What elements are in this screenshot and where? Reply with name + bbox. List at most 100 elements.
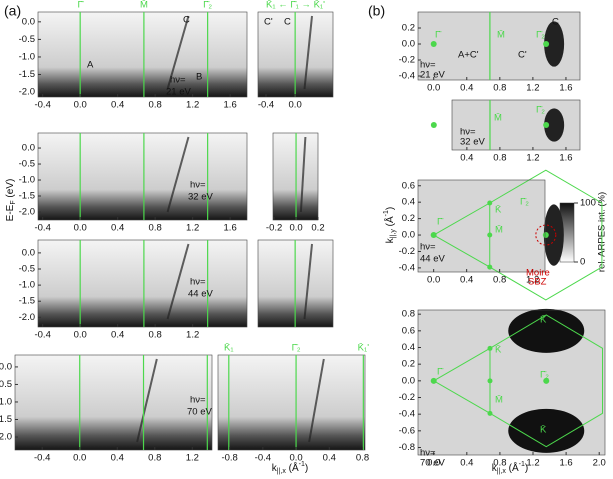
y-tick-label: 0.0 — [22, 247, 35, 258]
label-part: ||,x — [277, 468, 287, 475]
label-part: -1 — [519, 461, 525, 468]
arpes-image — [38, 240, 247, 327]
y-tick-label: 0.6 — [402, 325, 415, 336]
y-tick-label: -0.2 — [399, 246, 415, 257]
point — [430, 122, 437, 128]
x-tick-label: 0.4 — [460, 458, 473, 469]
x-tick-label: 1.6 — [224, 223, 237, 234]
x-tick-label: 0.4 — [111, 100, 124, 111]
panel-frame — [37, 132, 248, 221]
y-tick-label: -2.0 — [19, 87, 35, 98]
x-tick-label: 0.8 — [149, 330, 162, 341]
annotation: C — [284, 17, 291, 28]
intensity-lobe — [544, 108, 565, 142]
x-tick-label: -0.8 — [221, 453, 237, 464]
annotation: 44 eV — [420, 254, 445, 265]
annotation: K̄ — [540, 425, 547, 436]
annotation: Moire — [526, 268, 550, 279]
colorbar-tick-label: 100 — [580, 198, 596, 209]
annotation: A — [87, 60, 94, 71]
point — [487, 378, 493, 384]
intensity-lobe — [543, 204, 564, 266]
label-part: k — [272, 463, 278, 474]
x-tick-label: 0.0 — [427, 83, 440, 94]
x-tick-label: 0.0 — [289, 100, 302, 111]
x-tick-label: 1.6 — [559, 153, 572, 164]
x-tick-label: 0.8 — [149, 100, 162, 111]
label-part: ) — [305, 463, 308, 474]
x-tick-label: 0.0 — [74, 330, 87, 341]
y-tick-label: 0.0 — [402, 230, 415, 241]
y-tick-label: -1.5 — [19, 69, 35, 80]
label-part: ||,x — [497, 468, 507, 475]
x-tick-label: -0.4 — [34, 223, 50, 234]
label-part: (Å — [289, 461, 299, 474]
x-tick-label: -0.4 — [34, 453, 50, 464]
annotation: Γ̄₂ — [520, 197, 529, 208]
annotation: hν= — [420, 242, 436, 253]
y-tick-label: -2.0 — [0, 432, 12, 443]
annotation: 21 eV — [166, 87, 191, 98]
annotation: hν= — [190, 395, 206, 406]
x-tick-label: -0.4 — [255, 453, 271, 464]
x-tick-label: 1.6 — [559, 83, 572, 94]
x-tick-label: 0.8 — [356, 453, 369, 464]
x-tick-label: 1.6 — [560, 458, 573, 469]
annotation: 70 eV — [187, 407, 212, 418]
x-tick-label: 0.0 — [73, 453, 86, 464]
y-tick-label: -0.2 — [399, 392, 415, 403]
y-tick-label: -0.5 — [0, 379, 12, 390]
annotation: hν= — [460, 127, 476, 138]
y-tick-label: -0.5 — [19, 34, 35, 45]
y-tick-label: 0.0 — [402, 39, 415, 50]
point — [487, 200, 493, 206]
label-part: (Å — [383, 216, 396, 226]
x-tick-label: 0.4 — [460, 153, 473, 164]
x-tick-label: 1.2 — [186, 330, 199, 341]
y-tick-label: -0.5 — [19, 264, 35, 275]
x-tick-label: 1.2 — [186, 100, 199, 111]
annotation: M̄ — [495, 225, 503, 236]
annotation: A+C' — [458, 50, 479, 61]
annotation: SBZ — [528, 277, 547, 288]
symmetry-label: Γ̄₂ — [203, 0, 212, 11]
panel-frame — [37, 239, 248, 328]
x-tick-label: 0.4 — [460, 83, 473, 94]
panel-frame — [417, 179, 546, 273]
panel-frame — [37, 11, 248, 98]
annotation: M̄ — [497, 30, 505, 41]
x-tick-label: 0.4 — [323, 453, 336, 464]
band — [166, 15, 190, 90]
symmetry-label: K̄₁' — [358, 343, 370, 354]
point — [430, 41, 437, 47]
annotation: C — [552, 17, 559, 28]
x-tick-label: 1.2 — [526, 153, 539, 164]
band — [166, 136, 190, 213]
brillouin-zone — [433, 202, 490, 268]
y-tick-label: -0.5 — [19, 159, 35, 170]
point — [487, 232, 493, 238]
y-axis-label: E-EF (eV) — [5, 179, 18, 222]
annotation: hν= — [170, 75, 186, 86]
annotation: 21 eV — [420, 70, 445, 81]
label-part: ||,y — [390, 229, 397, 239]
arpes-image — [38, 133, 247, 220]
y-tick-label: -1.0 — [19, 51, 35, 62]
band — [308, 358, 325, 443]
annotation: Γ̄₂ — [540, 370, 549, 381]
x-tick-label: 0.8 — [493, 83, 506, 94]
x-tick-label: 0.2 — [311, 223, 324, 234]
panel-frame — [451, 99, 581, 151]
panel-label: (a) — [4, 3, 21, 19]
arpes-image — [218, 355, 365, 450]
x-tick-label: 1.2 — [526, 275, 539, 286]
y-tick-label: 0.8 — [402, 309, 415, 320]
x-tick-label: 0.0 — [427, 275, 440, 286]
x-tick-label: 0.8 — [149, 223, 162, 234]
x-tick-label: -0.4 — [34, 330, 50, 341]
annotation: C' — [518, 50, 527, 61]
y-tick-label: -1.5 — [19, 296, 35, 307]
x-tick-label: 1.2 — [186, 223, 199, 234]
y-tick-label: 0.6 — [402, 180, 415, 191]
